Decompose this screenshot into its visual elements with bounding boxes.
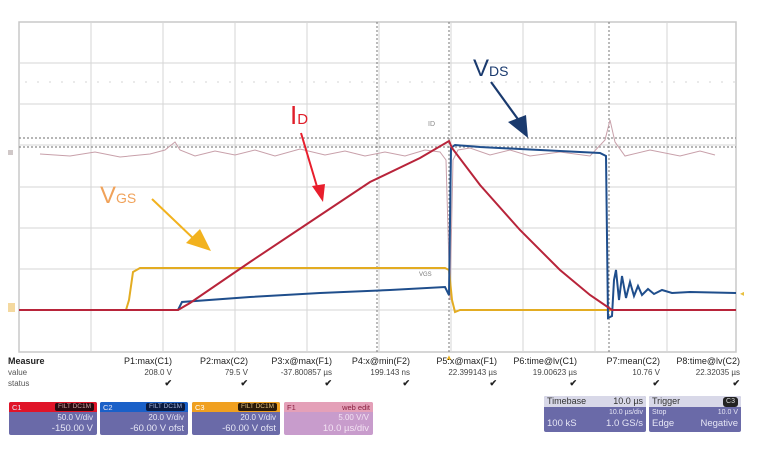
c3-offset: -60.00 V ofst [222,423,276,434]
channel-f1-box[interactable]: F1 web edit 5.00 V/V 10.0 µs/div [284,402,373,435]
timebase-rate: 1.0 GS/s [606,418,643,429]
measure-p4[interactable]: P4:x@min(F2) 199.143 ns ✔ [351,356,410,388]
c1-offset: -150.00 V [51,423,93,434]
c2-header: C2 FILT DC1M [100,402,188,412]
c2-id: C2 [103,402,113,412]
c3-header: C3 FILT DC1M [192,402,280,412]
timebase-value: 10.0 µs [613,396,643,406]
channel-c3-box[interactable]: C3 FILT DC1M 20.0 V/div -60.00 V ofst [192,402,280,435]
timebase-per-div: 10.0 µs/div [609,409,643,416]
right-level-marker[interactable]: ◂ [740,289,744,298]
id-marker-label: ID [428,121,435,128]
id-arrow [300,132,325,202]
f1-ground-marker[interactable] [8,150,13,155]
measure-p3[interactable]: P3:x@max(F1) -37.800857 µs ✔ [271,356,332,388]
c3-id: C3 [195,402,205,412]
measure-p1[interactable]: P1:max(C1) 208.0 V ✔ [123,356,172,388]
c2-offset: -60.00 V ofst [130,423,184,434]
c3-vdiv: 20.0 V/div [240,413,276,422]
vds-label: VDS [473,55,508,82]
timebase-header: Timebase 10.0 µs [544,396,646,407]
f1-timediv: 10.0 µs/div [322,423,369,434]
trigger-pos-marker[interactable]: ▲ [445,353,453,360]
c1-vdiv: 50.0 V/div [57,413,93,422]
trigger-box[interactable]: Trigger C3 Stop 10.0 V Edge Negative [649,396,741,432]
id-label: ID [290,100,308,130]
trigger-type: Edge [652,418,675,429]
trigger-slope: Negative [700,418,739,429]
trigger-header: Trigger C3 [649,396,741,407]
vgs-arrow [151,198,211,251]
timebase-label: Timebase [547,396,587,406]
c2-badge: FILT DC1M [146,403,185,411]
trace-f1 [39,119,716,301]
vds-arrow [490,81,528,138]
measure-p5[interactable]: P5:x@max(F1) 22.399143 µs ✔ [436,356,497,388]
f1-id: F1 [287,402,296,412]
measure-p2[interactable]: P2:max(C2) 79.5 V ✔ [199,356,248,388]
channel-c1-box[interactable]: C1 FILT DC1M 50.0 V/div -150.00 V [9,402,97,435]
f1-header: F1 web edit [284,402,373,412]
trace-vgs [19,267,736,314]
timebase-box[interactable]: Timebase 10.0 µs 10.0 µs/div 100 kS 1.0 … [544,396,646,432]
c3-ground-marker[interactable] [8,303,15,312]
timebase-sample-row: 100 kS 1.0 GS/s [544,418,646,430]
c1-id: C1 [12,402,22,412]
trigger-source-badge: C3 [723,397,738,407]
measure-header-col: Measure value status [8,356,45,389]
measure-p7[interactable]: P7:mean(C2) 10.76 V ✔ [606,356,660,388]
vgs-marker-label: VGS [419,272,432,278]
trigger-level: 10.0 V [717,409,738,416]
f1-badge: web edit [342,402,370,412]
vgs-label: VGS [100,182,136,209]
timebase-samples: 100 kS [547,418,577,429]
timebase-perdiv-row: 10.0 µs/div [544,407,646,418]
c2-vdiv: 20.0 V/div [148,413,184,422]
status-row-label: status [8,379,30,388]
trigger-mode-row: Stop 10.0 V [649,407,741,418]
trace-id [19,139,736,311]
measure-title: Measure [8,356,45,366]
oscilloscope-screen: ◂ ▲ ID VGS ID VDS VGS [8,21,744,360]
measure-p8[interactable]: P8:time@lv(C2) 22.32035 µs ✔ [676,356,740,388]
c1-header: C1 FILT DC1M [9,402,97,412]
measure-p6[interactable]: P6:time@lv(C1) 19.00623 µs ✔ [513,356,577,388]
c3-badge: FILT DC1M [238,403,277,411]
trace-vds [19,143,737,320]
channel-c2-box[interactable]: C2 FILT DC1M 20.0 V/div -60.00 V ofst [100,402,188,435]
trigger-mode: Stop [652,409,667,416]
trigger-type-row: Edge Negative [649,418,741,430]
value-row-label: value [8,368,28,377]
measure-table: Measure value status P1:max(C1) 208.0 V … [0,356,776,396]
f1-scale: 5.00 V/V [338,413,369,422]
trigger-label: Trigger [652,396,681,406]
c1-badge: FILT DC1M [55,403,94,411]
